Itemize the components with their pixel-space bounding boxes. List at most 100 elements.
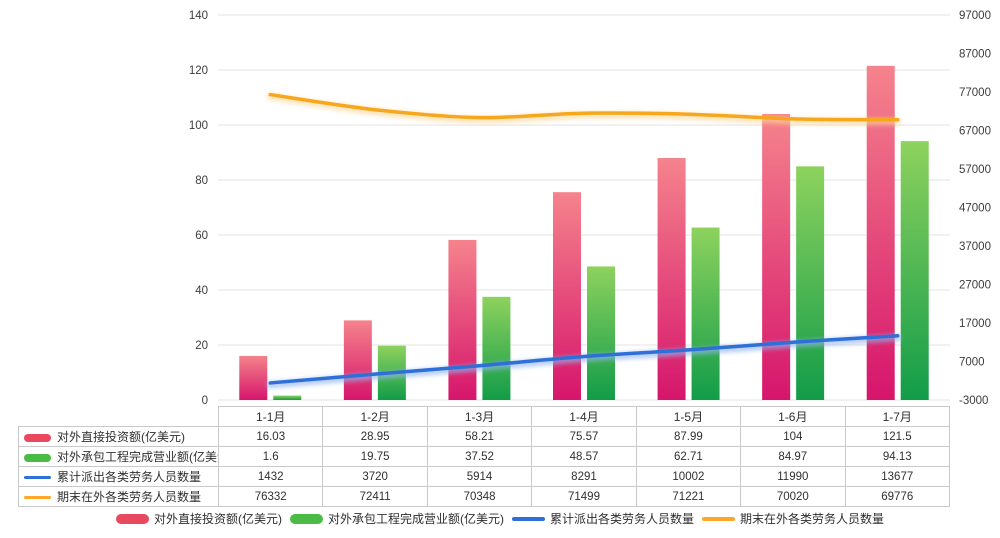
table-row: 对外直接投资额(亿美元) 16.03 28.95 58.21 75.57 87.99 104… [18,426,951,447]
series-label-cell: 累计派出各类劳务人员数量 [18,466,219,487]
value-cell: 70348 [426,486,533,507]
series-name: 对外直接投资额(亿美元) [57,430,185,444]
data-table-container: 1-1月 1-2月 1-3月 1-4月 1-5月 1-6月 1-7月 对外直接投资额(亿美元)… [18,406,951,507]
table-row: 期末在外各类劳务人员数量 76332 72411 70348 71499 71221 700… [18,486,951,507]
left-axis-tick-label: 100 [189,120,208,132]
bar [343,320,372,400]
column-header-month: 1-7月 [844,406,951,427]
value-cell: 72411 [322,486,428,507]
value-cell: 84.97 [740,446,846,467]
value-cell: 37.52 [426,446,533,467]
left-axis-tick-label: 140 [189,10,208,22]
value-cell: 121.5 [844,426,951,447]
right-axis-tick-label: 87000 [959,49,991,61]
left-axis-tick-label: 40 [195,285,208,297]
table-corner-cell [19,407,219,427]
value-cell: 1.6 [217,446,324,467]
chart-legend: 对外直接投资额(亿美元) 对外承包工程完成营业额(亿美元) 累计派出各类劳务人员数量… [0,510,1000,527]
value-cell: 8291 [531,466,637,487]
right-axis-tick-label: -3000 [959,395,988,406]
bar [273,395,302,400]
series-label-cell: 对外承包工程完成营业额(亿美元) [18,446,219,467]
series-name: 对外承包工程完成营业额(亿美元) [57,450,219,464]
value-cell: 75.57 [531,426,637,447]
column-header-month: 1-1月 [217,406,324,427]
left-axis-tick-label: 60 [195,230,208,242]
left-axis-tick-label: 0 [202,395,208,406]
combo-chart-plot: 0 20 40 60 80 100 120 140 -3000 7000 17000 27000 370… [189,10,991,406]
right-axis-tick-label: 67000 [959,126,991,138]
right-axis-tick-label: 37000 [959,241,991,253]
column-header-month: 1-4月 [531,406,637,427]
left-axis-labels: 0 20 40 60 80 100 120 140 [189,10,208,406]
value-cell: 58.21 [426,426,533,447]
bar [553,192,581,400]
value-cell: 94.13 [844,446,951,467]
right-axis-tick-label: 57000 [959,164,991,176]
table-row: 对外承包工程完成营业额(亿美元) 1.6 19.75 37.52 48.57 62.71 8… [18,446,951,467]
legend-label: 对外直接投资额(亿美元) [153,512,282,526]
bar [482,296,511,400]
right-axis-labels: -3000 7000 17000 27000 37000 47000 57000 67000 7… [959,10,991,406]
value-cell: 62.71 [635,446,742,467]
value-cell: 13677 [844,466,951,487]
bar [900,141,929,400]
series-name: 累计派出各类劳务人员数量 [57,470,202,484]
value-cell: 71221 [635,486,742,507]
gridlines [218,14,950,401]
column-header-month: 1-2月 [322,406,428,427]
left-axis-tick-label: 20 [195,340,208,352]
legend-item[interactable]: 累计派出各类劳务人员数量 [511,510,694,527]
right-axis-tick-label: 77000 [959,87,991,99]
bar-swatch-icon [24,433,51,442]
series-label-cell: 期末在外各类劳务人员数量 [18,486,219,507]
bar [796,166,825,400]
line-path [268,92,900,122]
column-header-month: 1-6月 [740,406,846,427]
line-series-1 [266,92,902,126]
right-axis-tick-label: 47000 [959,203,991,215]
value-cell: 104 [740,426,846,447]
table-row: 累计派出各类劳务人员数量 1432 3720 5914 8291 10002 11990 13… [18,466,951,487]
legend-item[interactable]: 对外直接投资额(亿美元) [115,510,282,527]
right-axis-tick-label: 97000 [959,10,991,22]
bar-swatch-icon [115,513,149,524]
value-cell: 11990 [740,466,846,487]
left-axis-tick-label: 80 [195,175,208,187]
left-axis-tick-label: 120 [189,65,208,77]
legend-label: 累计派出各类劳务人员数量 [549,512,694,526]
bar [866,65,895,400]
line-glow [266,334,902,389]
bar-series-1 [273,141,929,400]
value-cell: 28.95 [322,426,428,447]
value-cell: 69776 [844,486,951,507]
legend-label: 期末在外各类劳务人员数量 [740,512,885,526]
legend-item[interactable]: 对外承包工程完成营业额(亿美元) [289,510,504,527]
value-cell: 87.99 [635,426,742,447]
line-glow [266,93,902,126]
table-header-row: 1-1月 1-2月 1-3月 1-4月 1-5月 1-6月 1-7月 [19,406,951,427]
value-cell: 76332 [217,486,324,507]
bar [691,227,720,400]
bar-swatch-icon [24,453,51,462]
series-label-cell: 对外直接投资额(亿美元) [18,426,219,447]
line-series-0 [266,334,902,389]
line-path [268,334,900,385]
line-swatch-icon [511,516,545,521]
value-cell: 1432 [217,466,324,487]
series-name: 期末在外各类劳务人员数量 [57,490,202,504]
legend-item[interactable]: 期末在外各类劳务人员数量 [702,510,884,527]
right-axis-tick-label: 7000 [959,357,985,369]
value-cell: 5914 [426,466,533,487]
bar [239,355,268,400]
right-axis-tick-label: 17000 [959,318,991,330]
value-cell: 16.03 [217,426,324,447]
value-cell: 70020 [740,486,846,507]
column-header-month: 1-5月 [635,406,742,427]
value-cell: 10002 [635,466,742,487]
legend-label: 对外承包工程完成营业额(亿美元) [327,512,504,526]
line-swatch-icon [702,516,735,521]
line-swatch-icon [24,496,51,500]
bar [762,114,791,400]
